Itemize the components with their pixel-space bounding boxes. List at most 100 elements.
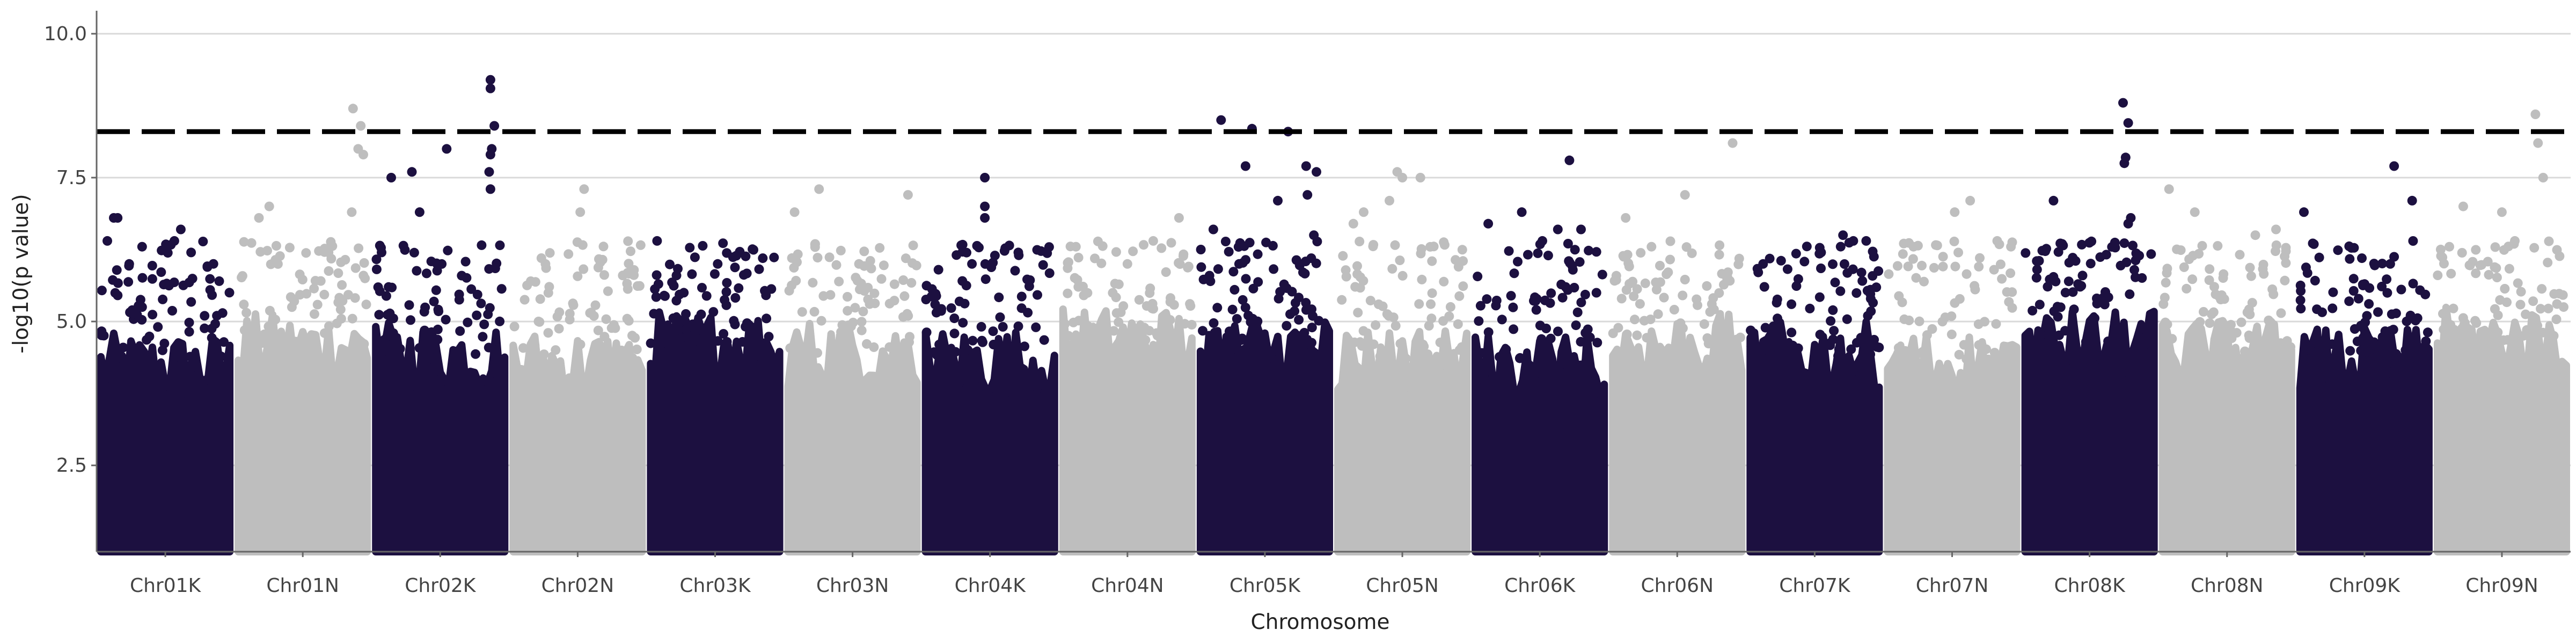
data-point — [184, 327, 194, 337]
data-point — [2041, 244, 2051, 254]
data-point — [1044, 242, 1054, 252]
point-cloud — [509, 332, 646, 555]
data-point — [1164, 330, 1174, 340]
data-point — [1285, 309, 1295, 319]
data-point — [980, 201, 990, 211]
data-point — [668, 313, 678, 323]
data-point — [2538, 173, 2548, 182]
data-point — [1238, 258, 1248, 268]
data-point — [239, 325, 250, 335]
data-point — [207, 333, 217, 343]
data-point — [2457, 248, 2467, 258]
data-point — [275, 251, 285, 261]
data-point — [137, 273, 148, 283]
data-point — [2490, 262, 2500, 272]
data-point — [379, 334, 390, 345]
data-point — [157, 245, 167, 255]
data-point — [214, 276, 224, 286]
data-point — [2087, 236, 2097, 246]
data-point — [113, 347, 123, 357]
data-point — [1090, 253, 1100, 264]
data-point — [603, 286, 613, 296]
data-point — [2484, 270, 2494, 280]
data-point — [654, 331, 664, 341]
data-point — [2356, 346, 2366, 356]
data-point — [2348, 274, 2359, 284]
data-point — [593, 325, 603, 335]
data-point — [1183, 261, 1194, 272]
data-point — [989, 340, 999, 349]
data-point — [2543, 258, 2553, 268]
data-point — [137, 241, 147, 252]
data-point — [2352, 336, 2362, 347]
data-point — [2353, 294, 2363, 304]
data-point — [319, 289, 330, 299]
data-point — [1540, 295, 1550, 305]
data-point — [1992, 236, 2002, 246]
data-point — [857, 325, 867, 335]
data-point — [998, 322, 1008, 332]
data-point — [1746, 341, 1757, 352]
data-point — [1869, 335, 1879, 345]
data-point — [1111, 247, 1121, 257]
data-point — [579, 184, 589, 194]
data-point — [1483, 327, 1494, 337]
data-point — [1621, 213, 1631, 223]
data-point — [477, 240, 487, 250]
data-point — [1208, 224, 1218, 235]
data-point — [2117, 335, 2127, 346]
data-point — [650, 284, 660, 294]
data-point — [2328, 303, 2338, 313]
data-points — [103, 75, 2548, 321]
data-point — [1139, 240, 1148, 250]
data-point — [414, 207, 425, 217]
data-point — [2060, 288, 2070, 298]
data-point — [2068, 287, 2078, 297]
data-point — [2128, 240, 2138, 251]
data-point — [859, 246, 869, 257]
data-point — [2559, 302, 2568, 312]
data-point — [1681, 242, 1692, 252]
data-point — [307, 330, 317, 340]
data-point — [1802, 241, 1812, 252]
data-point — [1868, 246, 1878, 257]
data-point — [2246, 271, 2256, 281]
data-point — [1108, 288, 1118, 298]
data-point — [1955, 294, 1965, 304]
data-point — [2551, 314, 2562, 324]
data-point — [1669, 305, 1679, 314]
data-point — [1187, 320, 1197, 330]
data-point — [980, 213, 990, 223]
data-point — [933, 265, 943, 275]
data-point — [1659, 292, 1669, 303]
data-point — [1417, 348, 1427, 358]
data-point — [1953, 247, 1963, 258]
x-tick-label: Chr07N — [1916, 575, 1989, 597]
data-point — [386, 173, 396, 182]
data-point — [457, 270, 467, 281]
data-point — [2309, 239, 2319, 249]
data-point — [2314, 252, 2324, 262]
data-point — [360, 273, 370, 283]
data-point — [2492, 273, 2502, 282]
data-point — [2021, 248, 2031, 258]
data-point — [2187, 274, 2198, 284]
data-point — [264, 321, 274, 332]
data-point — [784, 286, 794, 296]
data-point — [174, 361, 185, 371]
data-point — [239, 237, 249, 247]
data-point — [1497, 314, 1507, 325]
data-point — [184, 318, 194, 327]
data-point — [1835, 286, 1846, 296]
data-point — [2345, 254, 2355, 264]
data-point — [1546, 333, 1556, 343]
data-point — [1553, 224, 1563, 235]
data-point — [934, 339, 945, 349]
data-point — [2516, 287, 2526, 297]
data-point — [335, 304, 346, 314]
data-point — [1453, 319, 1463, 329]
data-point — [659, 290, 669, 301]
data-point — [2205, 318, 2215, 328]
data-point — [908, 240, 918, 251]
data-point — [1216, 115, 1226, 125]
